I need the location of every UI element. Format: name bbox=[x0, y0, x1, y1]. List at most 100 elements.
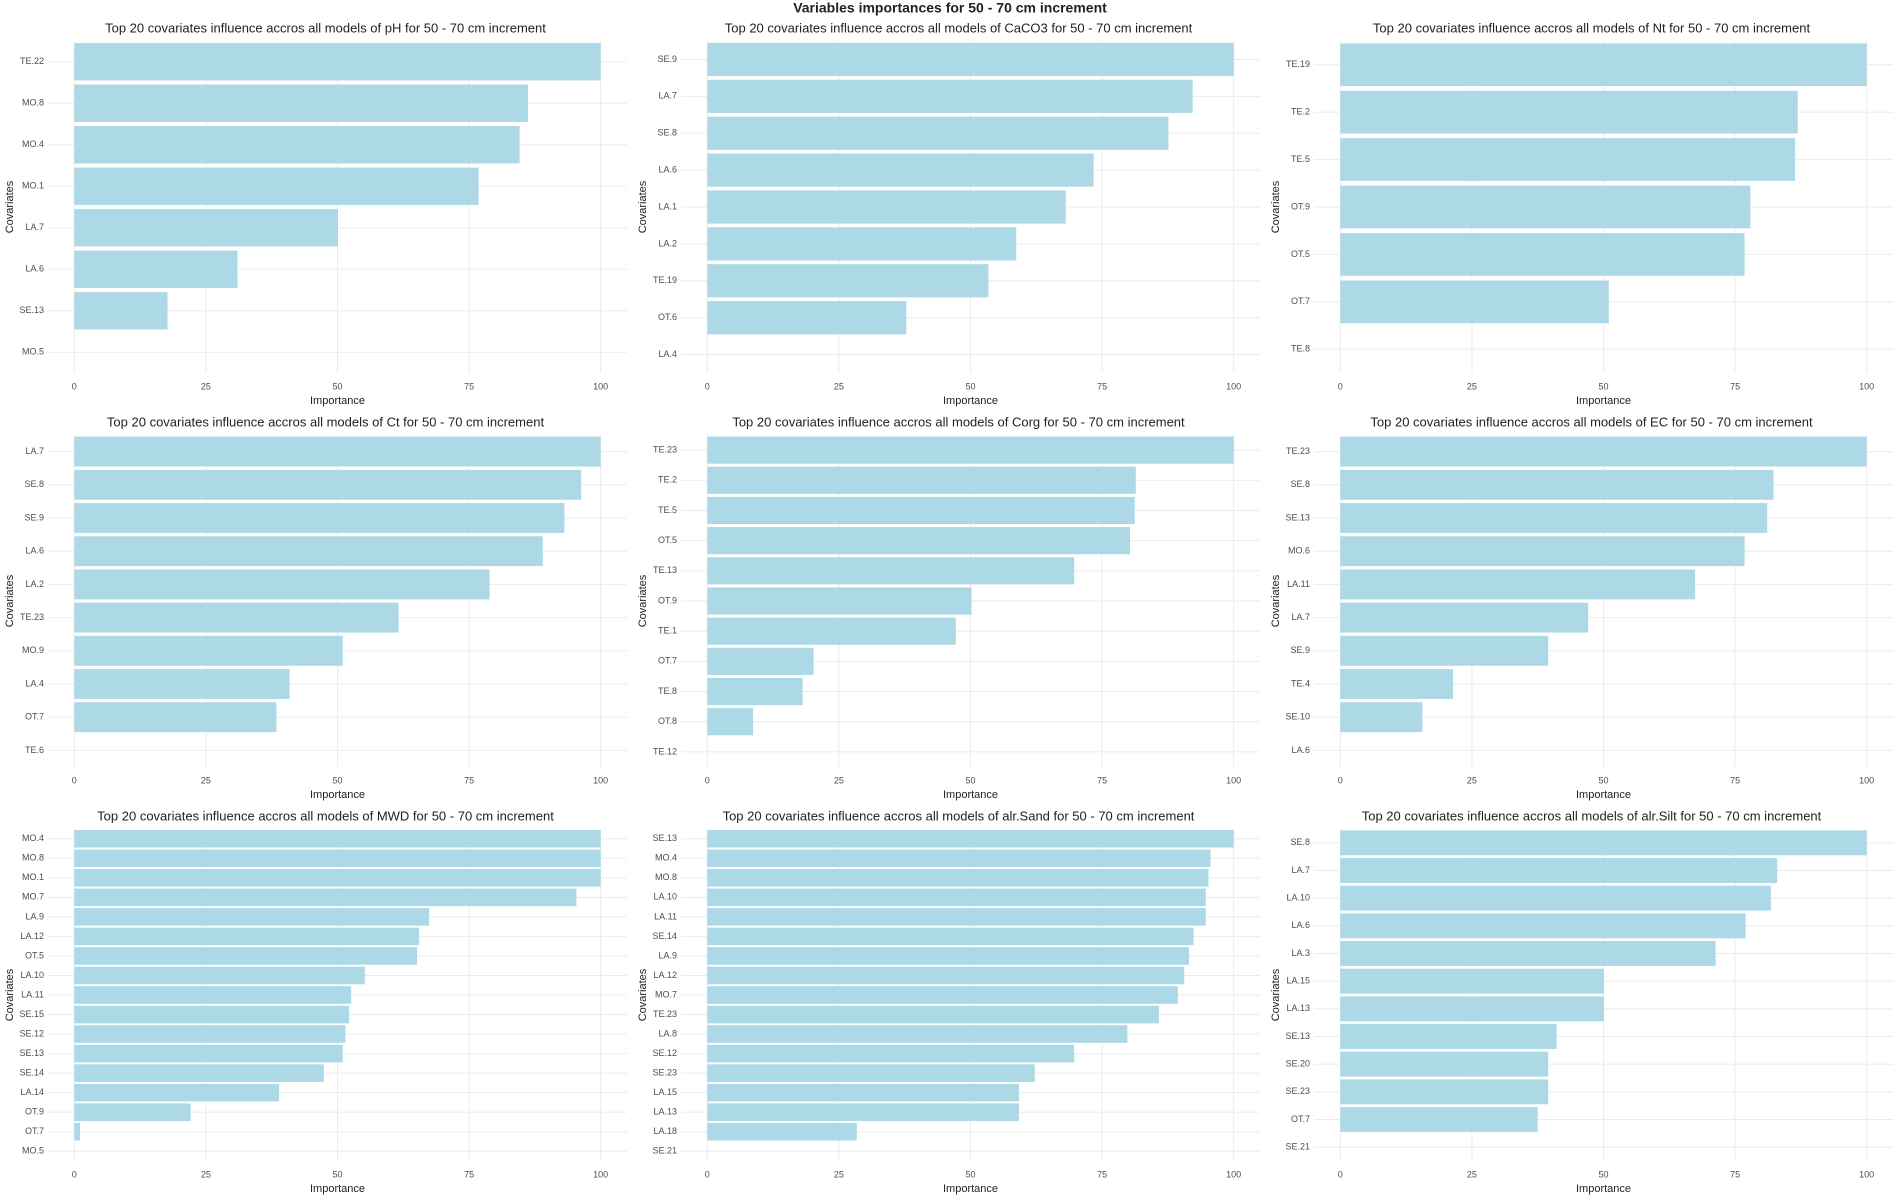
bar bbox=[74, 635, 343, 666]
x-tick-label: 50 bbox=[965, 1169, 975, 1179]
y-tick-label: LA.2 bbox=[658, 238, 677, 248]
y-tick-label: SE.13 bbox=[1285, 512, 1310, 522]
y-tick-label: LA.13 bbox=[1286, 1003, 1310, 1013]
y-tick-label: LA.7 bbox=[25, 222, 44, 232]
y-tick-label: SE.15 bbox=[19, 1009, 44, 1019]
bar bbox=[1340, 996, 1605, 1022]
bar bbox=[74, 602, 399, 633]
y-tick-label: OT.7 bbox=[658, 656, 677, 666]
y-tick-label: LA.14 bbox=[20, 1087, 44, 1097]
bar bbox=[1340, 858, 1778, 883]
panel-title: Top 20 covariates influence accros all m… bbox=[105, 20, 546, 35]
bar bbox=[707, 466, 1136, 494]
y-tick-label: LA.12 bbox=[20, 931, 44, 941]
y-tick-label: SE.10 bbox=[1285, 712, 1310, 722]
bar bbox=[74, 436, 601, 467]
x-tick-label: 100 bbox=[1226, 775, 1241, 785]
y-tick-label: LA.2 bbox=[25, 579, 44, 589]
y-tick-label: SE.21 bbox=[1285, 1142, 1310, 1152]
x-tick-label: 25 bbox=[1467, 381, 1477, 391]
y-tick-label: OT.9 bbox=[25, 1107, 44, 1117]
panel-title: Top 20 covariates influence accros all m… bbox=[107, 414, 545, 429]
bar bbox=[74, 469, 582, 500]
x-tick-label: 100 bbox=[1859, 381, 1874, 391]
y-tick-label: LA.4 bbox=[25, 678, 44, 688]
y-tick-label: SE.8 bbox=[1290, 479, 1310, 489]
x-tick-label: 0 bbox=[1338, 381, 1343, 391]
bar bbox=[74, 966, 365, 985]
y-tick-label: LA.11 bbox=[21, 989, 44, 999]
y-tick-label: MO.6 bbox=[1288, 546, 1310, 556]
bar bbox=[1340, 536, 1745, 567]
bar bbox=[74, 503, 565, 533]
y-tick-label: LA.6 bbox=[25, 546, 44, 556]
bar bbox=[707, 557, 1075, 585]
bar bbox=[707, 927, 1194, 946]
y-tick-label: LA.13 bbox=[653, 1107, 677, 1117]
bar bbox=[707, 1064, 1035, 1082]
bar bbox=[707, 264, 989, 298]
y-tick-label: SE.13 bbox=[1285, 1031, 1310, 1041]
bar bbox=[707, 436, 1234, 464]
bar bbox=[1340, 968, 1605, 994]
x-axis-label: Importance bbox=[1576, 395, 1631, 407]
bar bbox=[707, 1122, 857, 1141]
panel-title: Top 20 covariates influence accros all m… bbox=[1373, 20, 1811, 35]
y-tick-label: LA.9 bbox=[25, 911, 44, 921]
y-tick-label: SE.23 bbox=[652, 1067, 677, 1077]
x-tick-label: 100 bbox=[593, 381, 608, 391]
y-tick-label: LA.12 bbox=[653, 970, 677, 980]
y-tick-label: TE.5 bbox=[1291, 154, 1310, 164]
bar bbox=[707, 1044, 1075, 1063]
x-tick-label: 100 bbox=[1226, 1169, 1241, 1179]
y-tick-label: MO.4 bbox=[22, 139, 44, 149]
bar bbox=[74, 1083, 280, 1102]
x-tick-label: 25 bbox=[201, 1169, 211, 1179]
bar bbox=[1340, 702, 1423, 733]
x-tick-label: 100 bbox=[1226, 381, 1241, 391]
y-tick-label: OT.5 bbox=[1291, 249, 1310, 259]
y-tick-label: LA.15 bbox=[1286, 976, 1310, 986]
x-tick-label: 50 bbox=[1598, 1169, 1608, 1179]
y-axis-label: Covariates bbox=[4, 574, 16, 627]
y-tick-label: LA.6 bbox=[658, 164, 677, 174]
y-tick-label: OT.7 bbox=[1291, 1114, 1310, 1124]
x-tick-label: 50 bbox=[332, 1169, 342, 1179]
y-tick-label: OT.7 bbox=[25, 1126, 44, 1136]
y-tick-label: LA.7 bbox=[1291, 612, 1310, 622]
y-tick-label: MO.1 bbox=[22, 872, 44, 882]
bar bbox=[1340, 436, 1867, 467]
y-tick-label: OT.7 bbox=[25, 712, 44, 722]
x-tick-label: 0 bbox=[705, 381, 710, 391]
y-tick-label: TE.5 bbox=[658, 505, 677, 515]
y-tick-label: OT.5 bbox=[25, 950, 44, 960]
y-tick-label: TE.23 bbox=[653, 444, 677, 454]
y-tick-label: OT.6 bbox=[658, 312, 677, 322]
y-tick-label: LA.10 bbox=[653, 892, 677, 902]
y-tick-label: SE.21 bbox=[652, 1146, 677, 1156]
y-tick-label: LA.6 bbox=[1291, 920, 1310, 930]
bar bbox=[707, 908, 1206, 926]
y-tick-label: SE.13 bbox=[652, 833, 677, 843]
bar bbox=[1340, 1024, 1557, 1049]
bar bbox=[74, 947, 417, 965]
y-tick-label: LA.7 bbox=[1291, 865, 1310, 875]
bar bbox=[707, 849, 1211, 868]
bar bbox=[707, 190, 1066, 224]
bar bbox=[1340, 1107, 1538, 1132]
x-tick-label: 25 bbox=[201, 775, 211, 785]
bar bbox=[1340, 885, 1771, 911]
x-tick-label: 75 bbox=[1097, 775, 1107, 785]
y-tick-label: SE.8 bbox=[657, 128, 677, 138]
y-tick-label: LA.3 bbox=[1291, 948, 1310, 958]
bar bbox=[1340, 941, 1716, 966]
bar bbox=[74, 126, 520, 164]
bar bbox=[707, 647, 814, 675]
y-tick-label: TE.8 bbox=[1291, 344, 1310, 354]
bar bbox=[1340, 1051, 1549, 1077]
x-tick-label: 25 bbox=[1467, 1169, 1477, 1179]
x-tick-label: 0 bbox=[1338, 1169, 1343, 1179]
y-tick-label: MO.5 bbox=[22, 1146, 44, 1156]
bar bbox=[74, 829, 601, 848]
